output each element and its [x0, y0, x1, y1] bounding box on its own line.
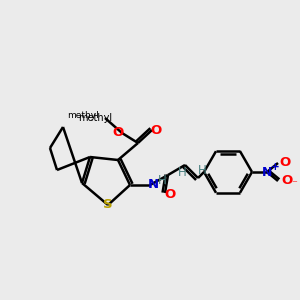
Text: H: H — [178, 167, 186, 179]
Text: methyl: methyl — [67, 112, 99, 121]
Text: O: O — [164, 188, 175, 202]
Text: O: O — [112, 127, 124, 140]
Text: H: H — [158, 173, 166, 187]
Text: N: N — [262, 166, 272, 178]
Text: H: H — [198, 164, 206, 176]
Text: N: N — [147, 178, 159, 190]
Text: +: + — [271, 162, 279, 172]
Text: S: S — [103, 199, 113, 212]
Text: ⁻: ⁻ — [291, 179, 297, 189]
Text: O: O — [150, 124, 162, 136]
Text: O: O — [281, 175, 292, 188]
Text: methyl: methyl — [78, 113, 112, 123]
Text: O: O — [279, 157, 291, 169]
